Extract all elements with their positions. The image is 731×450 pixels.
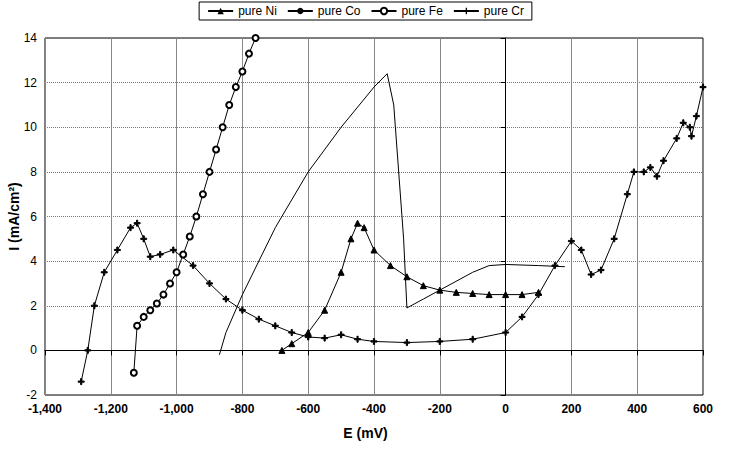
svg-text:I (mA/cm²): I (mA/cm²) <box>6 182 22 250</box>
svg-text:0: 0 <box>30 343 37 357</box>
svg-text:-1,200: -1,200 <box>94 402 128 416</box>
svg-text:pure Co: pure Co <box>318 4 361 18</box>
svg-text:E (mV): E (mV) <box>343 425 387 441</box>
svg-text:0: 0 <box>502 402 509 416</box>
svg-text:-200: -200 <box>428 402 452 416</box>
svg-text:4: 4 <box>30 254 37 268</box>
svg-text:-400: -400 <box>362 402 386 416</box>
svg-text:400: 400 <box>627 402 647 416</box>
svg-text:pure Ni: pure Ni <box>238 4 277 18</box>
svg-text:-800: -800 <box>230 402 254 416</box>
svg-text:6: 6 <box>30 210 37 224</box>
svg-text:pure Fe: pure Fe <box>402 4 444 18</box>
svg-text:14: 14 <box>24 31 38 45</box>
svg-text:-1,000: -1,000 <box>160 402 194 416</box>
svg-text:pure Cr: pure Cr <box>484 4 524 18</box>
svg-text:8: 8 <box>30 165 37 179</box>
svg-text:200: 200 <box>561 402 581 416</box>
svg-text:-1,400: -1,400 <box>28 402 62 416</box>
svg-text:12: 12 <box>24 76 38 90</box>
svg-text:-600: -600 <box>296 402 320 416</box>
svg-text:-2: -2 <box>26 388 37 402</box>
svg-text:600: 600 <box>693 402 713 416</box>
svg-text:2: 2 <box>30 299 37 313</box>
svg-text:10: 10 <box>24 120 38 134</box>
